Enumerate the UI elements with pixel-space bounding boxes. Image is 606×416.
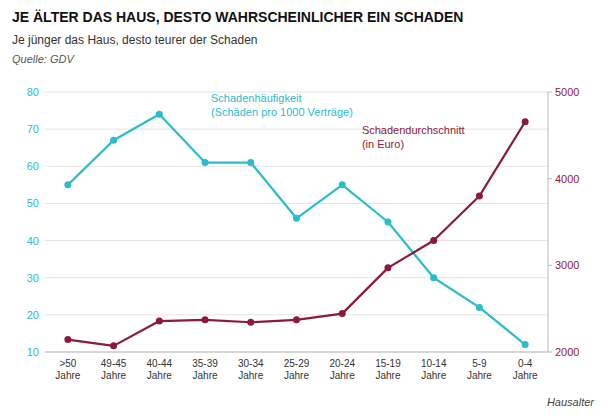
subtitle: Je jünger das Haus, desto teurer der Sch… xyxy=(12,33,257,47)
x-axis xyxy=(45,352,548,353)
annotation: Schadendurchschnitt(in Euro) xyxy=(362,124,465,150)
x-tick-label: 0-4Jahre xyxy=(513,358,538,381)
marker xyxy=(293,316,300,323)
y2-tick-label: 5000 xyxy=(555,86,579,98)
y2-axis xyxy=(548,92,549,352)
y-tick-label: 30 xyxy=(27,272,39,284)
annotation: Schadenhäufigkeit(Schäden pro 1000 Vertr… xyxy=(211,92,353,118)
x-tick-label: >50Jahre xyxy=(55,358,80,381)
y-tick-label: 70 xyxy=(27,123,39,135)
marker xyxy=(156,111,163,118)
marker xyxy=(339,310,346,317)
marker xyxy=(476,193,483,200)
x-tick-label: 25-29Jahre xyxy=(284,358,310,381)
y-tick-label: 80 xyxy=(27,86,39,98)
y-tick-label: 10 xyxy=(27,346,39,358)
y2-tick-label: 2000 xyxy=(555,346,579,358)
grid-line xyxy=(45,166,548,167)
marker xyxy=(247,159,254,166)
marker xyxy=(110,342,117,349)
marker xyxy=(384,219,391,226)
grid-line xyxy=(45,277,548,278)
marker xyxy=(339,181,346,188)
x-tick-label: 10-14Jahre xyxy=(421,358,447,381)
marker xyxy=(156,318,163,325)
x-tick-label: 40-44Jahre xyxy=(147,358,173,381)
y2-tick xyxy=(548,178,552,179)
marker xyxy=(430,237,437,244)
line xyxy=(68,114,525,344)
x-tick-label: 20-24Jahre xyxy=(329,358,355,381)
marker xyxy=(430,274,437,281)
marker xyxy=(293,215,300,222)
x-tick-label: 49-45Jahre xyxy=(101,358,127,381)
source: Quelle: GDV xyxy=(12,53,75,65)
x-axis-label: Hausalter xyxy=(547,396,595,408)
marker xyxy=(202,316,209,323)
grid-line xyxy=(45,314,548,315)
y-tick-label: 50 xyxy=(27,197,39,209)
title: JE ÄLTER DAS HAUS, DESTO WAHRSCHEINLICHE… xyxy=(12,9,463,25)
marker xyxy=(522,341,529,348)
y-tick-label: 40 xyxy=(27,235,39,247)
y2-tick xyxy=(548,265,552,266)
x-tick-label: 15-19Jahre xyxy=(375,358,401,381)
x-tick-label: 5-9Jahre xyxy=(467,358,492,381)
x-tick-label: 35-39Jahre xyxy=(192,358,218,381)
chart: JE ÄLTER DAS HAUS, DESTO WAHRSCHEINLICHE… xyxy=(0,0,606,416)
y2-tick xyxy=(548,352,552,353)
marker xyxy=(110,137,117,144)
marker xyxy=(202,159,209,166)
plot-area xyxy=(64,111,528,350)
marker xyxy=(384,264,391,271)
y2-tick-label: 3000 xyxy=(555,259,579,271)
grid-line xyxy=(45,240,548,241)
marker xyxy=(522,118,529,125)
y-tick-label: 60 xyxy=(27,160,39,172)
grid-line xyxy=(45,129,548,130)
x-tick-label: 30-34Jahre xyxy=(238,358,264,381)
marker xyxy=(476,304,483,311)
grid-line xyxy=(45,352,548,353)
y-tick-label: 20 xyxy=(27,309,39,321)
marker xyxy=(247,319,254,326)
y2-tick xyxy=(548,92,552,93)
y2-tick-label: 4000 xyxy=(555,173,579,185)
marker xyxy=(64,336,71,343)
line xyxy=(68,122,525,346)
marker xyxy=(64,181,71,188)
